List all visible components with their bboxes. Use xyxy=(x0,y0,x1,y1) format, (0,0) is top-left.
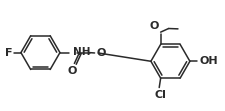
Text: Cl: Cl xyxy=(154,90,166,100)
Text: NH: NH xyxy=(73,47,90,57)
Text: OH: OH xyxy=(198,56,217,66)
Text: O: O xyxy=(148,21,158,31)
Text: O: O xyxy=(68,66,77,76)
Text: O: O xyxy=(96,48,105,58)
Text: F: F xyxy=(5,48,12,58)
